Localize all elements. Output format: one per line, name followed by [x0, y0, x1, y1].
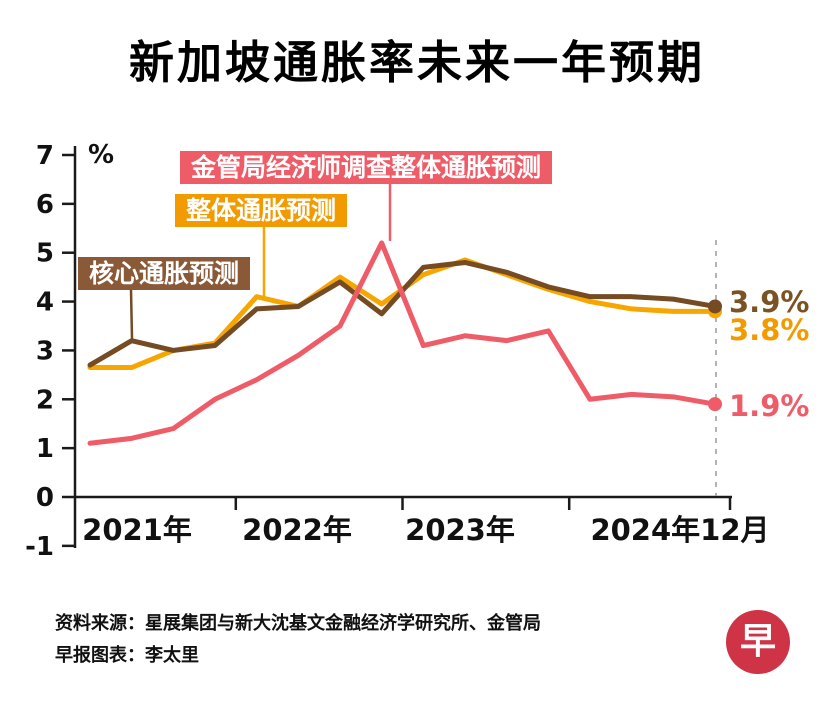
svg-text:1: 1: [36, 434, 54, 464]
svg-text:4: 4: [36, 288, 54, 318]
series-label-headline: 整体通胀预测: [175, 194, 348, 227]
svg-text:%: %: [88, 140, 114, 170]
series-label-core: 核心通胀预测: [78, 257, 251, 290]
series-label-survey: 金管局经济师调查整体通胀预测: [180, 151, 553, 184]
svg-text:2024年12月: 2024年12月: [590, 513, 769, 547]
svg-text:3: 3: [36, 336, 54, 366]
end-value-survey: 1.9%: [729, 389, 810, 423]
zaobao-logo-glyph: 早: [739, 621, 776, 662]
svg-text:0: 0: [36, 483, 54, 513]
svg-text:5: 5: [36, 239, 54, 269]
svg-text:6: 6: [36, 190, 54, 220]
source-text: 资料来源：星展集团与新大沈基文金融经济学研究所、金管局: [55, 613, 541, 634]
svg-text:2: 2: [36, 385, 54, 415]
svg-text:2021年: 2021年: [82, 513, 192, 547]
credit-text: 早报图表：李太里: [55, 645, 199, 666]
page-title: 新加坡通胀率未来一年预期: [128, 36, 705, 89]
end-value-core: 3.9%: [729, 285, 810, 319]
end-value-headline: 3.8%: [729, 313, 810, 347]
svg-text:-1: -1: [25, 532, 54, 562]
zaobao-logo: 早: [726, 610, 790, 674]
svg-text:2023年: 2023年: [405, 513, 515, 547]
svg-text:7: 7: [36, 141, 54, 171]
svg-text:2022年: 2022年: [242, 513, 352, 547]
